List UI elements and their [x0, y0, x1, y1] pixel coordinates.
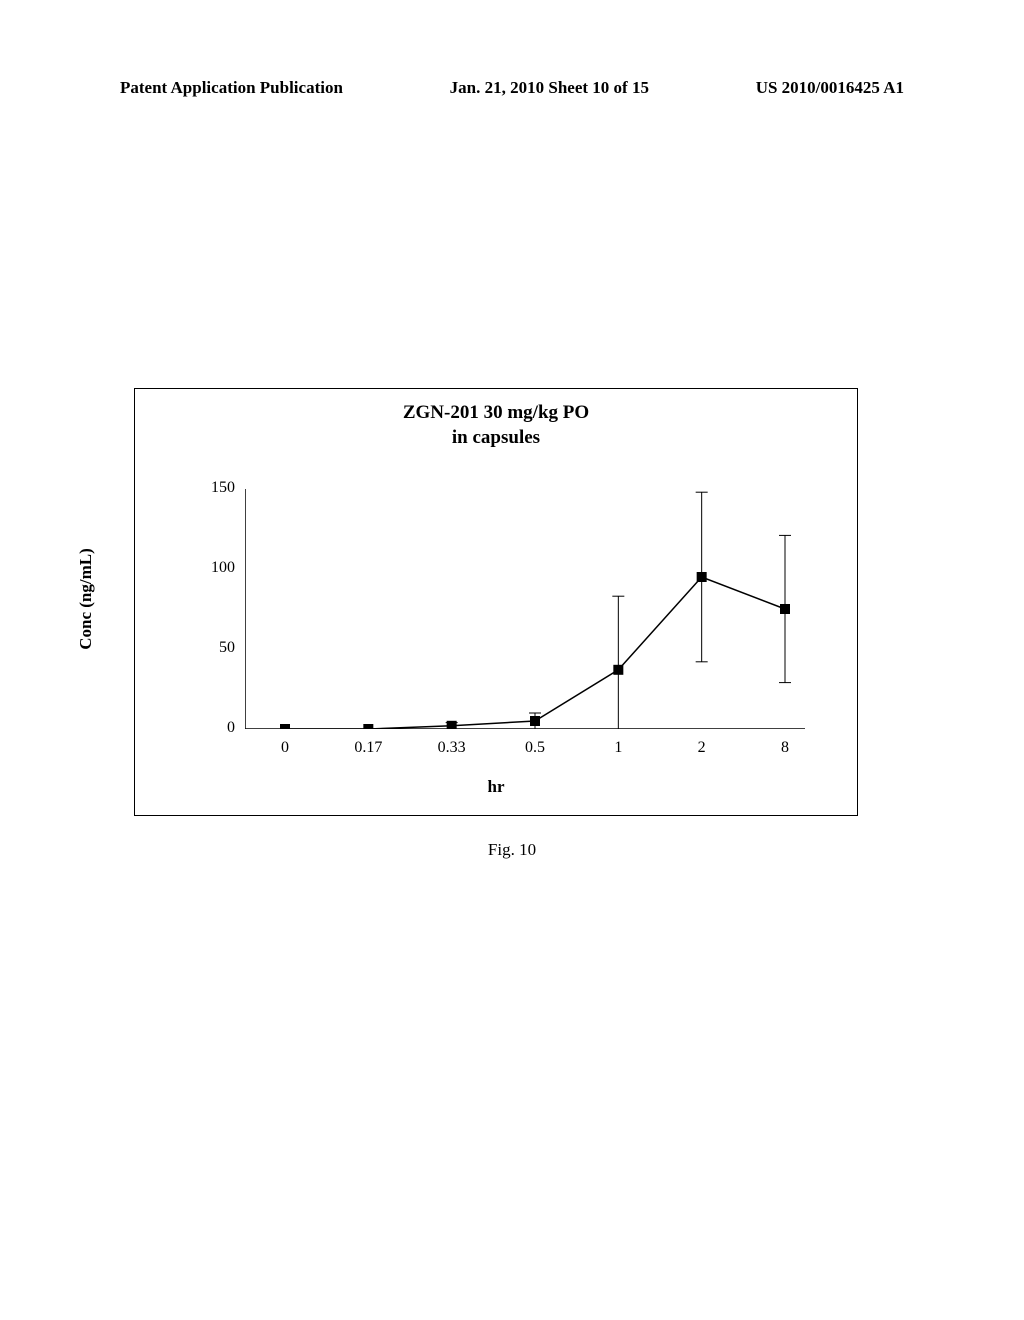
x-tick-label: 0.5 — [510, 739, 560, 757]
date-sheet-info: Jan. 21, 2010 Sheet 10 of 15 — [450, 78, 649, 98]
figure-caption: Fig. 10 — [0, 840, 1024, 860]
x-tick-label: 0.17 — [343, 739, 393, 757]
plot-area — [245, 489, 805, 729]
x-tick-label: 8 — [760, 739, 810, 757]
y-tick-label: 50 — [195, 639, 235, 657]
y-tick-label: 0 — [195, 719, 235, 737]
x-axis-label: hr — [135, 777, 857, 797]
page-header: Patent Application Publication Jan. 21, … — [0, 78, 1024, 98]
publication-number: US 2010/0016425 A1 — [756, 78, 904, 98]
chart-title-line1: ZGN-201 30 mg/kg PO — [135, 401, 857, 426]
y-axis-label: Conc (ng/mL) — [76, 548, 96, 650]
publication-type: Patent Application Publication — [120, 78, 343, 98]
x-tick-label: 1 — [593, 739, 643, 757]
x-tick-label: 0 — [260, 739, 310, 757]
chart-title: ZGN-201 30 mg/kg PO in capsules — [135, 401, 857, 450]
y-tick-label: 100 — [195, 559, 235, 577]
chart-svg — [245, 489, 805, 729]
chart-container: ZGN-201 30 mg/kg PO in capsules Conc (ng… — [134, 388, 858, 816]
x-tick-label: 2 — [677, 739, 727, 757]
chart-title-line2: in capsules — [135, 426, 857, 451]
y-tick-label: 150 — [195, 479, 235, 497]
x-tick-label: 0.33 — [427, 739, 477, 757]
